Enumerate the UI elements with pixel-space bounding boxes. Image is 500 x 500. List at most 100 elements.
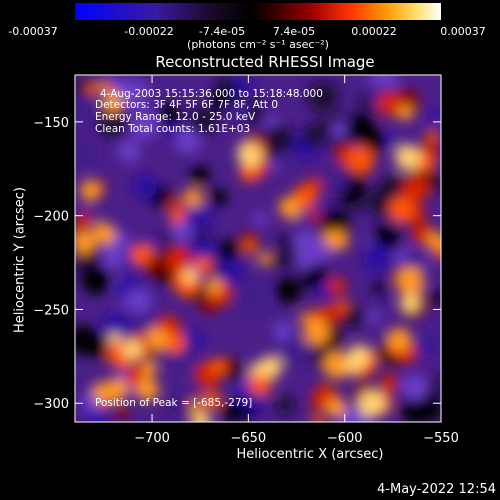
- heatmap-blob: [396, 267, 425, 295]
- heatmap-blob: [137, 244, 155, 262]
- heatmap-blob: [175, 128, 201, 154]
- heatmap-blob: [75, 93, 94, 124]
- heatmap-blob: [344, 357, 362, 375]
- heatmap-blob: [212, 257, 243, 288]
- heatmap-blob: [323, 351, 351, 379]
- heatmap-blob: [309, 210, 322, 223]
- heatmap-blob: [108, 332, 121, 345]
- heatmap-blob: [374, 329, 387, 342]
- heatmap-blob: [280, 336, 309, 365]
- heatmap-blob: [168, 207, 186, 224]
- heatmap-blob: [402, 374, 429, 401]
- heatmap-blob: [75, 258, 84, 273]
- colorbar-unit-label: (photons cm⁻² s⁻¹ asec⁻²): [187, 38, 329, 51]
- heatmap-blob: [275, 277, 302, 304]
- heatmap-blob: [85, 83, 98, 96]
- heatmap-blob: [303, 319, 330, 346]
- heatmap-blob: [403, 250, 426, 273]
- plot-annotation: Energy Range: 12.0 - 25.0 keV: [95, 111, 256, 123]
- heatmap-blob: [429, 290, 441, 306]
- colorbar-tick-label: -0.00022: [124, 25, 174, 38]
- colorbar-tick-label: 0.00022: [351, 25, 397, 38]
- colorbar-tick-label: 7.4e-05: [272, 25, 316, 38]
- heatmap-blob: [337, 300, 350, 312]
- heatmap-blob: [388, 196, 415, 223]
- heatmap-blob: [347, 146, 375, 174]
- heatmap-blob: [257, 252, 271, 265]
- x-tick-label: −650: [231, 431, 267, 446]
- heatmap-blob: [98, 107, 129, 138]
- heatmap-blob: [206, 396, 219, 409]
- heatmap-blob: [267, 252, 283, 268]
- heatmap-blob: [327, 276, 347, 296]
- heatmap-blob: [191, 411, 212, 422]
- heatmap-blob: [210, 188, 228, 206]
- heatmap-blob: [387, 327, 412, 351]
- heatmap-blob: [311, 415, 325, 422]
- heatmap-blob: [346, 114, 376, 144]
- heatmap-blob: [118, 139, 141, 163]
- heatmap-blob: [432, 323, 441, 341]
- heatmap-blob: [249, 362, 264, 377]
- plot-annotations: 4-Aug-2003 15:15:36.000 to 15:18:48.000D…: [95, 88, 323, 409]
- heatmap-blob: [75, 139, 98, 169]
- colorbar-tick-label: -7.4e-05: [198, 25, 246, 38]
- heatmap-blob: [129, 110, 159, 140]
- heatmap-blob: [239, 164, 258, 182]
- heatmap-blob: [237, 141, 256, 159]
- heatmap-blob: [102, 91, 123, 113]
- heatmap-blob: [401, 392, 434, 422]
- y-axis-label: Heliocentric Y (arcsec): [12, 187, 28, 333]
- colorbar: [75, 3, 441, 20]
- heatmap-blob: [222, 400, 244, 422]
- heatmap-blob: [310, 242, 333, 264]
- heatmap-blob: [415, 340, 431, 355]
- heatmap-blob: [366, 310, 380, 324]
- heatmap-blob: [224, 98, 252, 126]
- heatmap-blob: [169, 220, 194, 244]
- heatmap-blob: [92, 222, 116, 246]
- colorbar-tick-label: -0.00037: [8, 25, 58, 38]
- heatmap-blob: [141, 361, 157, 378]
- heatmap-blob: [238, 282, 269, 314]
- heatmap-blob: [164, 246, 193, 274]
- heatmap-cells: [75, 75, 441, 422]
- heatmap-blob: [114, 405, 129, 420]
- heatmap-blob: [75, 230, 96, 255]
- y-tick-label: −200: [33, 210, 69, 225]
- heatmap-blob: [311, 122, 324, 134]
- heatmap-blob: [328, 230, 348, 251]
- heatmap-blob: [79, 180, 101, 202]
- heatmap-blob: [190, 165, 210, 185]
- heatmap-blob: [101, 312, 132, 343]
- heatmap-blob: [400, 293, 420, 314]
- heatmap-blob: [432, 373, 441, 387]
- heatmap-blob: [194, 256, 213, 274]
- heatmap-blob: [253, 212, 268, 227]
- y-tick-label: −250: [33, 303, 69, 318]
- heatmap-blob: [276, 150, 296, 170]
- x-tick-label: −700: [134, 431, 170, 446]
- heatmap-blob: [209, 358, 227, 376]
- heatmap-blob: [380, 373, 399, 392]
- heatmap-blob: [126, 288, 152, 314]
- heatmap-blob: [358, 389, 386, 418]
- heatmap-blob: [242, 239, 257, 254]
- heatmap-blob: [322, 302, 343, 323]
- heatmap-blob: [218, 239, 240, 261]
- heatmap-blob: [272, 321, 293, 341]
- heatmap-blob: [363, 243, 392, 272]
- heatmap-blob: [182, 268, 197, 284]
- heatmap-blob: [76, 213, 92, 229]
- heatmap-blob: [218, 75, 234, 90]
- x-tick-label: −600: [327, 431, 363, 446]
- heatmap-blob: [295, 250, 315, 270]
- heatmap-blob: [136, 378, 159, 402]
- chart-title: Reconstructed RHESSI Image: [155, 53, 375, 71]
- plot-annotation: Clean Total counts: 1.61E+03: [95, 123, 250, 135]
- plot-annotation: Position of Peak = [-685,-279]: [95, 397, 252, 409]
- x-tick-label: −550: [423, 431, 459, 446]
- y-tick-label: −150: [33, 116, 69, 131]
- heatmap-blob: [341, 305, 365, 329]
- heatmap-blob: [387, 136, 400, 149]
